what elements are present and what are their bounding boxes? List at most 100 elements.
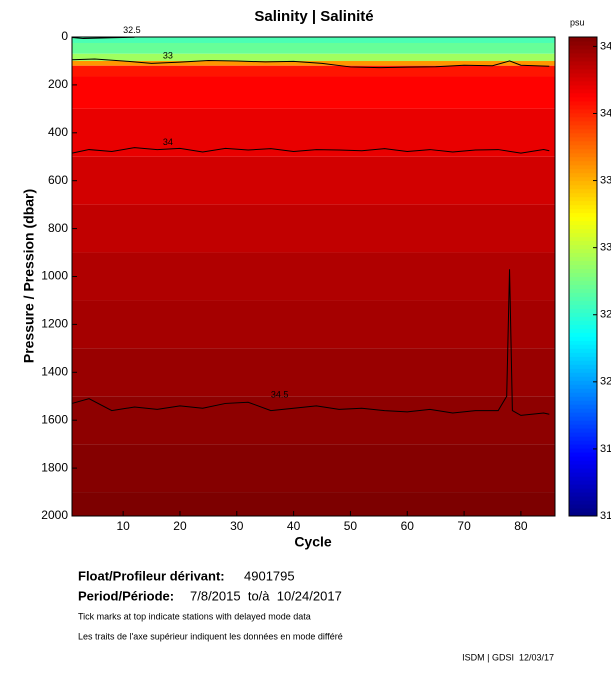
- colorbar-swatch: [569, 456, 597, 461]
- colorbar-swatch: [569, 272, 597, 277]
- colorbar-swatch: [569, 412, 597, 417]
- x-tick-label: 50: [344, 519, 358, 533]
- colorbar-swatch: [569, 464, 597, 469]
- colorbar-swatch: [569, 192, 597, 198]
- contour-label: 34: [163, 137, 173, 147]
- colorbar-swatch: [569, 268, 597, 274]
- colorbar-swatch: [569, 48, 597, 54]
- heatmap-band: [72, 156, 555, 205]
- colorbar-tick-label: 31.5: [600, 443, 611, 455]
- colorbar-swatch: [569, 416, 597, 421]
- colorbar-swatch: [569, 496, 597, 501]
- colorbar-swatch: [569, 252, 597, 258]
- colorbar-swatch: [569, 37, 597, 42]
- colorbar-swatch: [569, 408, 597, 413]
- colorbar-swatch: [569, 120, 597, 126]
- colorbar-frame: [568, 36, 598, 517]
- colorbar-swatch: [569, 188, 597, 194]
- colorbar-swatch: [569, 144, 597, 150]
- colorbar-swatch: [569, 468, 597, 473]
- colorbar-swatch: [569, 304, 597, 309]
- colorbar-swatch: [569, 276, 597, 281]
- colorbar-swatch: [569, 392, 597, 397]
- colorbar-swatch: [569, 344, 597, 349]
- colorbar-swatch: [569, 364, 597, 369]
- colorbar-swatch: [569, 396, 597, 401]
- info-label: Period/Période:: [78, 588, 174, 603]
- y-axis-label: Pressure / Pression (dbar): [21, 189, 37, 363]
- credit: ISDM | GDSI 12/03/17: [462, 652, 554, 662]
- heatmap-band: [72, 53, 555, 61]
- info-value: 7/8/2015 to/à 10/24/2017: [190, 588, 342, 603]
- info-value: 4901795: [244, 568, 295, 583]
- colorbar-swatch: [569, 88, 597, 94]
- colorbar-swatch: [569, 292, 597, 297]
- colorbar-swatch: [569, 256, 597, 262]
- colorbar-swatch: [569, 220, 597, 226]
- colorbar-swatch: [569, 480, 597, 485]
- colorbar-swatch: [569, 444, 597, 449]
- colorbar-swatch: [569, 500, 597, 505]
- colorbar-swatch: [569, 312, 597, 317]
- colorbar-swatch: [569, 368, 597, 373]
- colorbar-swatch: [569, 512, 597, 517]
- heatmap-band: [72, 348, 555, 397]
- colorbar-swatch: [569, 68, 597, 74]
- colorbar-swatch: [569, 260, 597, 266]
- contour-line: [71, 269, 550, 416]
- colorbar-swatch: [569, 388, 597, 393]
- colorbar-swatch: [569, 380, 597, 385]
- contour-label: 32.5: [123, 25, 141, 35]
- colorbar-tick-label: 34: [600, 107, 611, 119]
- colorbar-swatch: [569, 224, 597, 230]
- colorbar-swatch: [569, 352, 597, 357]
- y-tick-label: 1000: [41, 269, 68, 283]
- x-tick-label: 80: [514, 519, 528, 533]
- y-tick-label: 1600: [41, 412, 68, 426]
- colorbar-swatch: [569, 136, 597, 142]
- colorbar-swatch: [569, 244, 597, 250]
- colorbar-swatch: [569, 472, 597, 477]
- colorbar-swatch: [569, 376, 597, 381]
- colorbar-swatch: [569, 436, 597, 441]
- colorbar-tick-label: 32.5: [600, 309, 611, 321]
- colorbar-swatch: [569, 112, 597, 118]
- colorbar-tick-label: 32: [600, 376, 611, 388]
- colorbar-swatch: [569, 328, 597, 333]
- x-tick-label: 30: [230, 519, 244, 533]
- colorbar-swatch: [569, 108, 597, 114]
- colorbar-label: psu: [570, 17, 585, 27]
- y-tick-label: 1200: [41, 317, 68, 331]
- colorbar-swatch: [569, 56, 597, 62]
- colorbar-tick-label: 31: [600, 510, 611, 522]
- y-tick-label: 600: [48, 173, 68, 187]
- heatmap-band: [72, 65, 555, 77]
- colorbar-swatch: [569, 448, 597, 453]
- colorbar-swatch: [569, 336, 597, 341]
- heatmap-band: [72, 252, 555, 301]
- colorbar-swatch: [569, 52, 597, 58]
- x-tick-label: 70: [457, 519, 471, 533]
- colorbar-swatch: [569, 180, 597, 186]
- y-tick-label: 1800: [41, 460, 68, 474]
- colorbar-swatch: [569, 208, 597, 214]
- colorbar-swatch: [569, 280, 597, 285]
- chart-title: Salinity | Salinité: [254, 8, 373, 25]
- colorbar-swatch: [569, 424, 597, 429]
- contour-label: 34.5: [271, 390, 289, 400]
- contour-line: [71, 58, 550, 69]
- y-tick-label: 800: [48, 221, 68, 235]
- colorbar-swatch: [569, 156, 597, 162]
- heatmap-band: [72, 444, 555, 493]
- colorbar-swatch: [569, 288, 597, 293]
- colorbar-swatch: [569, 248, 597, 254]
- colorbar-swatch: [569, 124, 597, 130]
- y-tick-label: 2000: [41, 508, 68, 522]
- y-tick-label: 0: [61, 29, 68, 43]
- note: Les traits de l'axe supérieur indiquent …: [78, 631, 343, 641]
- colorbar-swatch: [569, 216, 597, 222]
- colorbar-swatch: [569, 160, 597, 166]
- note: Tick marks at top indicate stations with…: [78, 611, 311, 621]
- colorbar-swatch: [569, 200, 597, 206]
- colorbar-swatch: [569, 476, 597, 481]
